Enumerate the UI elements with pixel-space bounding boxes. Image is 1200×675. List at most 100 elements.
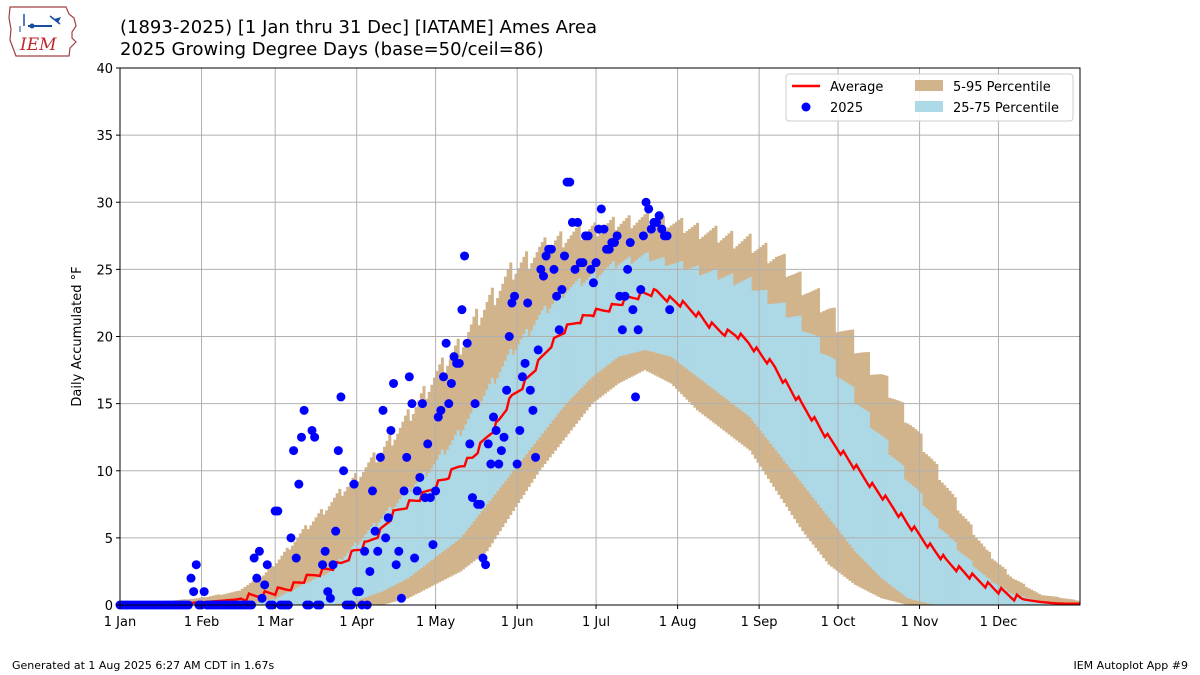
legend-swatch-5-95: [915, 80, 943, 91]
band-5-95-bar: [327, 506, 331, 605]
point-2025: [410, 553, 420, 563]
x-tick-label: 1 Feb: [184, 615, 219, 630]
point-2025: [394, 546, 404, 556]
band-5-95-bar: [995, 562, 999, 605]
band-25-75-bar: [422, 471, 426, 567]
band-5-95-bar: [1048, 595, 1052, 605]
band-25-75-bar: [435, 459, 439, 556]
band-5-95-bar: [256, 579, 260, 605]
band-25-75-bar: [543, 305, 547, 431]
band-25-75-bar: [932, 516, 936, 605]
point-2025: [423, 439, 433, 449]
band-25-75-bar: [283, 594, 287, 605]
band-5-95-bar: [285, 547, 289, 605]
point-2025: [299, 405, 309, 415]
band-25-75-bar: [845, 383, 849, 542]
point-2025: [252, 573, 262, 583]
band-25-75-bar: [727, 275, 731, 401]
band-25-75-bar: [924, 508, 928, 603]
band-25-75-bar: [1032, 599, 1036, 605]
x-tick-label: 1 Oct: [821, 615, 856, 630]
legend-label: 2025: [830, 101, 863, 116]
band-25-75-bar: [940, 530, 944, 605]
band-25-75-bar: [256, 603, 260, 605]
band-25-75-bar: [674, 262, 678, 361]
band-25-75-bar: [961, 554, 965, 605]
x-tick-label: 1 Sep: [741, 615, 778, 630]
band-25-75-bar: [427, 472, 431, 563]
point-2025: [333, 446, 343, 456]
band-25-75-bar: [906, 481, 910, 599]
footer-app: IEM Autoplot App #9: [1073, 659, 1188, 672]
band-25-75-bar: [916, 490, 920, 601]
band-25-75-bar: [535, 320, 539, 441]
band-25-75-bar: [519, 339, 523, 461]
band-5-95-bar: [356, 481, 360, 605]
point-2025: [273, 506, 283, 516]
band-25-75-bar: [561, 297, 565, 407]
point-2025: [254, 546, 264, 556]
band-25-75-bar: [356, 544, 360, 601]
band-5-95-bar: [230, 592, 234, 605]
band-25-75-bar: [385, 510, 389, 589]
point-2025: [446, 378, 456, 388]
band-25-75-bar: [588, 277, 592, 380]
point-2025: [365, 566, 375, 576]
band-25-75-bar: [469, 413, 473, 525]
band-25-75-bar: [706, 272, 710, 385]
point-2025: [391, 560, 401, 570]
band-25-75-bar: [346, 553, 350, 603]
band-25-75-bar: [793, 316, 797, 475]
band-25-75-bar: [330, 568, 334, 605]
band-5-95-bar: [304, 525, 308, 605]
band-5-95-bar: [296, 537, 300, 605]
point-2025: [294, 479, 304, 489]
point-2025: [349, 479, 359, 489]
band-25-75-bar: [901, 465, 905, 595]
point-2025: [596, 204, 606, 214]
band-5-95-bar: [351, 477, 355, 605]
band-25-75-bar: [564, 293, 568, 404]
point-2025: [538, 271, 548, 281]
band-25-75-bar: [364, 534, 368, 598]
band-25-75-bar: [874, 431, 878, 573]
band-5-95-bar: [306, 529, 310, 605]
band-25-75-bar: [317, 576, 321, 605]
point-2025: [481, 560, 491, 570]
logo-text: IEM: [19, 35, 57, 55]
x-tick-label: 1 Jun: [501, 615, 534, 630]
band-5-95-bar: [987, 551, 991, 605]
point-2025: [457, 305, 467, 315]
band-25-75-bar: [1019, 596, 1023, 605]
point-2025: [296, 432, 306, 442]
point-2025: [375, 452, 385, 462]
band-25-75-bar: [930, 513, 934, 605]
band-25-75-bar: [919, 493, 923, 602]
band-5-95-bar: [1019, 582, 1023, 605]
band-5-95-bar: [309, 525, 313, 605]
band-25-75-bar: [409, 491, 413, 577]
band-25-75-bar: [598, 275, 602, 371]
legend-label: 25-75 Percentile: [953, 101, 1059, 116]
x-tick-label: 1 Aug: [659, 615, 697, 630]
chart-subtitle: 2025 Growing Degree Days (base=50/ceil=8…: [120, 39, 544, 60]
band-5-95-bar: [267, 569, 271, 605]
band-25-75-bar: [651, 260, 655, 352]
band-25-75-bar: [333, 565, 337, 605]
band-5-95-bar: [1030, 589, 1034, 605]
band-25-75-bar: [959, 552, 963, 605]
band-25-75-bar: [504, 360, 508, 481]
band-5-95-bar: [1035, 592, 1039, 605]
band-25-75-bar: [448, 445, 452, 546]
band-25-75-bar: [438, 454, 442, 554]
band-25-75-bar: [688, 268, 692, 371]
band-25-75-bar: [348, 549, 352, 602]
legend-box: [785, 73, 1074, 122]
legend-label: Average: [830, 80, 883, 95]
band-25-75-bar: [856, 405, 860, 554]
band-5-95-bar: [1037, 593, 1041, 605]
band-25-75-bar: [351, 546, 355, 602]
band-25-75-bar: [909, 483, 913, 599]
point-2025: [249, 553, 259, 563]
point-2025: [370, 526, 380, 536]
